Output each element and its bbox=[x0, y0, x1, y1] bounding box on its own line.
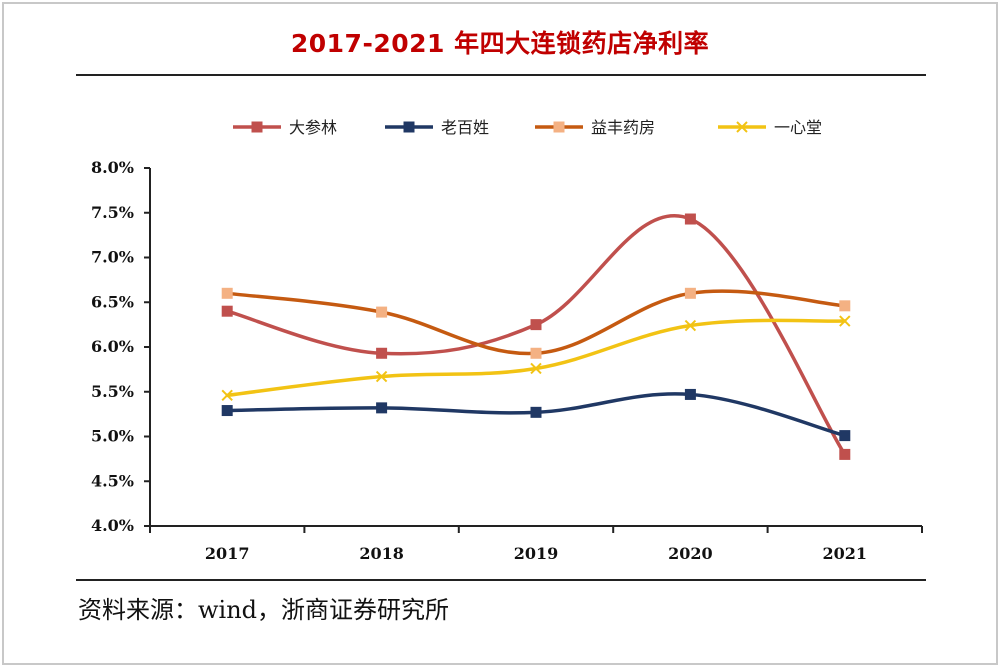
y-tick-label: 5.5% bbox=[91, 382, 134, 401]
title-divider bbox=[76, 74, 926, 76]
data-point-series-1 bbox=[684, 213, 696, 225]
y-tick-label: 7.5% bbox=[91, 203, 134, 222]
data-point-series-4 bbox=[839, 315, 851, 327]
legend-marker bbox=[251, 121, 263, 133]
y-tick-label: 4.5% bbox=[91, 471, 134, 490]
legend-label: 大参林 bbox=[289, 118, 337, 137]
legend-marker bbox=[736, 121, 748, 133]
data-point-series-3 bbox=[221, 287, 233, 299]
data-point-series-2 bbox=[684, 388, 696, 400]
data-point-series-2 bbox=[221, 405, 233, 417]
data-point-series-4 bbox=[530, 362, 542, 375]
x-tick-label: 2017 bbox=[205, 544, 250, 563]
legend-marker bbox=[553, 121, 565, 133]
x-tick-label: 2018 bbox=[359, 544, 404, 563]
data-point-series-1 bbox=[376, 347, 388, 359]
data-point-series-1 bbox=[839, 448, 851, 460]
legend-marker bbox=[403, 121, 415, 133]
source-divider bbox=[76, 579, 926, 581]
x-tick-label: 2020 bbox=[668, 544, 713, 563]
data-point-series-4 bbox=[221, 389, 233, 402]
y-tick-label: 7.0% bbox=[91, 248, 134, 267]
x-tick-label: 2021 bbox=[823, 544, 868, 563]
data-point-series-3 bbox=[839, 300, 851, 312]
data-point-series-2 bbox=[530, 406, 542, 418]
data-point-series-1 bbox=[530, 319, 542, 331]
data-point-series-4 bbox=[375, 370, 388, 383]
data-point-series-4 bbox=[684, 319, 697, 332]
legend-label: 老百姓 bbox=[441, 118, 489, 137]
y-tick-label: 8.0% bbox=[91, 158, 134, 177]
data-point-series-2 bbox=[376, 402, 388, 414]
data-point-series-3 bbox=[530, 347, 542, 359]
data-point-series-1 bbox=[221, 305, 233, 317]
y-tick-label: 4.0% bbox=[91, 516, 134, 535]
data-point-series-3 bbox=[376, 306, 388, 318]
chart-title: 2017-2021 年四大连锁药店净利率 bbox=[290, 29, 710, 58]
source-note: 资料来源：wind，浙商证券研究所 bbox=[78, 596, 450, 624]
data-point-series-3 bbox=[684, 287, 696, 299]
y-tick-label: 6.0% bbox=[91, 337, 134, 356]
x-tick-label: 2019 bbox=[514, 544, 559, 563]
data-point-series-2 bbox=[839, 430, 851, 442]
y-tick-label: 5.0% bbox=[91, 427, 134, 446]
legend-label: 益丰药房 bbox=[591, 118, 655, 137]
series-line-1 bbox=[225, 214, 847, 457]
legend-label: 一心堂 bbox=[774, 118, 822, 137]
y-tick-label: 6.5% bbox=[91, 292, 134, 311]
